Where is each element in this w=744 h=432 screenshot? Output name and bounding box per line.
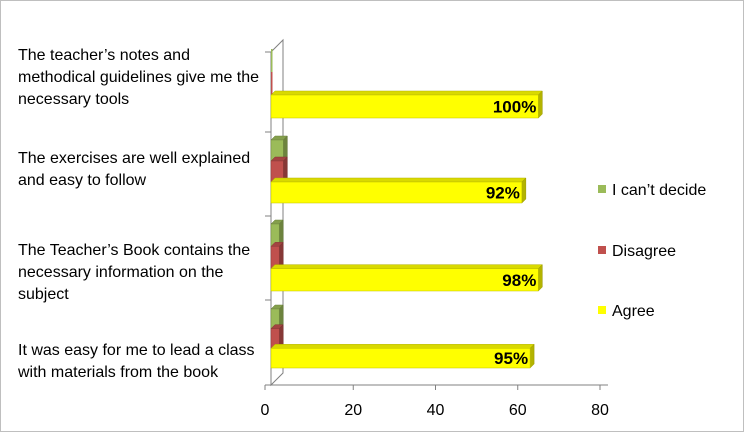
legend-label-cant-decide: I can’t decide	[612, 182, 707, 199]
bar-agree	[270, 181, 523, 204]
data-label: 100%	[493, 98, 536, 117]
bar-top-agree	[270, 264, 543, 269]
legend-swatch-cant-decide	[598, 185, 606, 193]
bar-top-agree	[270, 344, 535, 349]
legend-swatch-agree	[598, 306, 606, 314]
x-tick-label: 40	[427, 402, 445, 419]
bar-side-agree	[521, 177, 527, 204]
data-label: 95%	[494, 349, 528, 368]
category-label-1: The teacher’s notes and methodical guide…	[18, 47, 260, 108]
legend-item-agree: Agree	[598, 302, 655, 322]
bar-top-agree	[270, 177, 527, 183]
category-label-2: The exercises are well explained and eas…	[18, 150, 251, 189]
x-tick-label: 20	[344, 402, 362, 419]
legend-label-agree: Agree	[612, 303, 655, 320]
data-label: 92%	[486, 184, 520, 203]
legend-label-disagree: Disagree	[612, 243, 677, 260]
category-label-4: It was easy for me to lead a class with …	[18, 342, 255, 381]
legend-item-disagree: Disagree	[598, 242, 676, 262]
data-label: 98%	[502, 271, 536, 290]
x-tick-label: 0	[261, 402, 270, 419]
category-label-3: The Teacher’s Book contains the necessar…	[18, 242, 251, 303]
bar-disagree	[271, 72, 273, 95]
legend-item-cant-decide: I can’t decide	[598, 181, 706, 201]
bar-agree	[270, 94, 539, 119]
x-tick-label: 80	[591, 402, 609, 419]
bar-side-agree	[538, 264, 543, 292]
bar-side-agree	[538, 90, 543, 119]
bar-top-agree	[270, 90, 543, 96]
bar-agree	[270, 348, 531, 369]
bar-agree	[270, 268, 539, 292]
legend-swatch-disagree	[598, 246, 606, 254]
bar-side-agree	[529, 343, 535, 369]
bar-i-can-t-decide	[271, 49, 273, 72]
x-tick-label: 60	[509, 402, 527, 419]
